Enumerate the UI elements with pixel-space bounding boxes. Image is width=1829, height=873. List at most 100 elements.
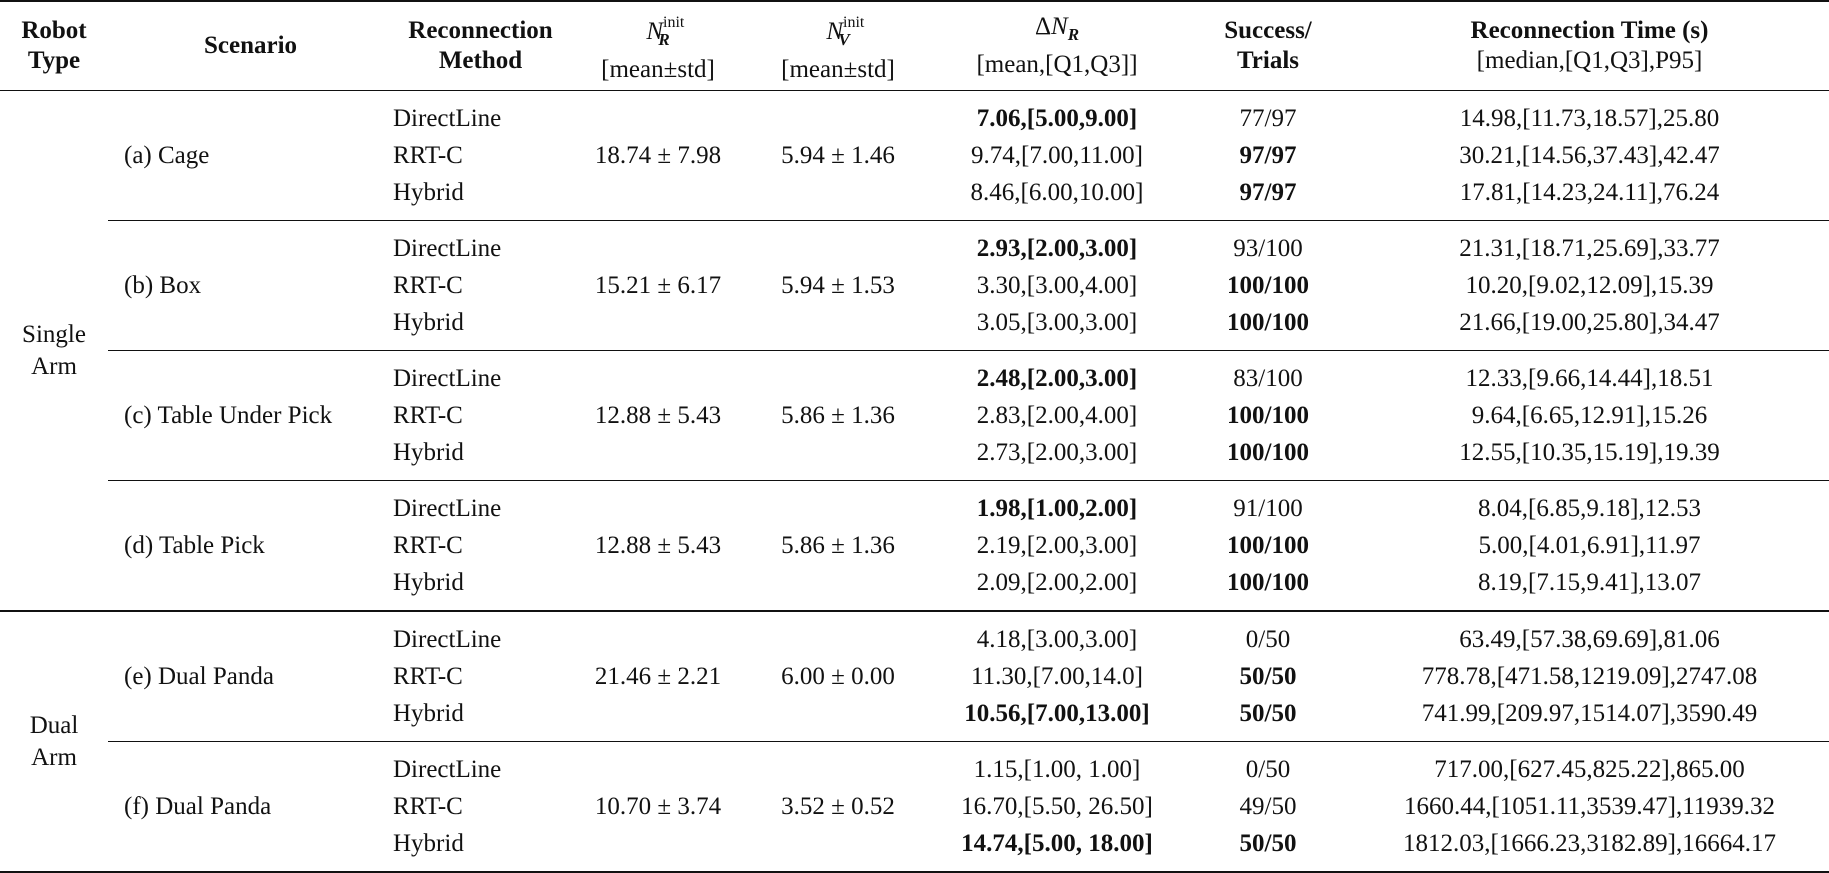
- delta-value: 9.74,[7.00,11.00]: [971, 142, 1143, 169]
- method-label: RRT-C: [393, 793, 463, 820]
- time-cell: 63.49,[57.38,69.69],81.06 778.78,[471.58,…: [1350, 611, 1829, 742]
- table-body: Single Arm (a) Cage DirectLine RRT-C Hybrid 18…: [0, 91, 1829, 872]
- table-row: Single Arm (a) Cage DirectLine RRT-C Hybrid 18…: [0, 91, 1829, 380]
- scenario-name: (b) Box: [108, 220, 393, 351]
- header-nr-init-symbol: NinitR: [568, 8, 748, 55]
- scenario-name: (f) Dual Panda: [108, 741, 393, 872]
- delta-cell: 1.98,[1.00,2.00] 2.19,[2.00,3.00] 2.09,[2.…: [928, 480, 1186, 611]
- method-label: RRT-C: [393, 663, 463, 690]
- time-value: 717.00,[627.45,825.22],865.00: [1434, 756, 1745, 783]
- header-method-line1: Reconnection: [408, 17, 553, 44]
- delta-value: 10.56,[7.00,13.00]: [964, 700, 1150, 727]
- success-value: 0/50: [1245, 626, 1291, 653]
- method-label: DirectLine: [393, 495, 502, 522]
- success-value: 50/50: [1239, 663, 1297, 690]
- header-success: Success/ Trials: [1186, 1, 1350, 91]
- method-label: DirectLine: [393, 365, 502, 392]
- delta-value: 2.73,[2.00,3.00]: [976, 439, 1138, 466]
- header-scenario: Scenario: [108, 1, 393, 91]
- scenario-name: (d) Table Pick: [108, 480, 393, 611]
- delta-value: 2.93,[2.00,3.00]: [976, 235, 1138, 262]
- success-value: 100/100: [1227, 532, 1309, 559]
- success-cell: 91/100 100/100 100/100: [1186, 480, 1350, 611]
- method-label: RRT-C: [393, 402, 463, 429]
- delta-value: 16.70,[5.50, 26.50]: [961, 793, 1153, 820]
- delta-cell: 7.06,[5.00,9.00] 9.74,[7.00,11.00] 8.46,[6…: [928, 91, 1186, 221]
- delta-value: 14.74,[5.00, 18.00]: [961, 830, 1153, 857]
- method-label: DirectLine: [393, 756, 502, 783]
- success-value: 97/97: [1239, 179, 1297, 206]
- table-row: Dual Arm (e) Dual Panda DirectLine RRT-C Hybr…: [0, 610, 1829, 872]
- nr-init-value: 15.21 ± 6.17: [568, 220, 748, 351]
- success-value: 100/100: [1227, 402, 1309, 429]
- success-value: 50/50: [1239, 700, 1297, 727]
- nr-init-value: 12.88 ± 5.43: [568, 480, 748, 611]
- header-nr-init-stat: [mean±std]: [601, 55, 715, 83]
- method-label: DirectLine: [393, 105, 502, 132]
- delta-value: 2.09,[2.00,2.00]: [976, 569, 1138, 596]
- time-value: 741.99,[209.97,1514.07],3590.49: [1421, 700, 1758, 727]
- nv-init-value: 5.86 ± 1.36: [748, 480, 928, 611]
- time-value: 14.98,[11.73,18.57],25.80: [1459, 105, 1720, 132]
- success-value: 93/100: [1233, 235, 1303, 262]
- method-label: RRT-C: [393, 272, 463, 299]
- delta-value: 7.06,[5.00,9.00]: [976, 105, 1138, 132]
- success-cell: 0/50 49/50 50/50: [1186, 741, 1350, 872]
- method-cell: DirectLine RRT-C Hybrid: [393, 91, 568, 221]
- header-delta-nr-stat: [mean,[Q1,Q3]]: [976, 51, 1138, 78]
- time-value: 63.49,[57.38,69.69],81.06: [1459, 626, 1720, 653]
- time-cell: 8.04,[6.85,9.18],12.53 5.00,[4.01,6.91],1…: [1350, 480, 1829, 611]
- robot-type-label: Single: [22, 320, 86, 348]
- nv-init-value: 5.94 ± 1.46: [781, 142, 895, 169]
- delta-cell: 4.18,[3.00,3.00] 11.30,[7.00,14.0] 10.56,[…: [928, 611, 1186, 742]
- header-delta-n: N: [1051, 13, 1068, 40]
- table-header: Robot Type Scenario Reconnection Method …: [0, 1, 1829, 91]
- time-value: 1660.44,[1051.11,3539.47],11939.32: [1403, 793, 1776, 820]
- delta-value: 8.46,[6.00,10.00]: [970, 179, 1144, 206]
- header-nv-init-symbol: NinitV: [748, 8, 928, 55]
- header-time-line2: [median,[Q1,Q3],P95]: [1476, 47, 1703, 74]
- time-cell: 717.00,[627.45,825.22],865.00 1660.44,[10…: [1350, 741, 1829, 872]
- delta-value: 1.98,[1.00,2.00]: [976, 495, 1138, 522]
- delta-value: 3.30,[3.00,4.00]: [976, 272, 1138, 299]
- success-value: 83/100: [1233, 365, 1303, 392]
- delta-value: 1.15,[1.00, 1.00]: [973, 756, 1141, 783]
- method-label: Hybrid: [393, 179, 464, 206]
- method-label: Hybrid: [393, 700, 464, 727]
- header-robot-type-line2: Type: [27, 47, 81, 74]
- table-row: (d) Table Pick DirectLine RRT-C Hybrid 12.88…: [0, 480, 1829, 611]
- success-value: 50/50: [1239, 830, 1297, 857]
- time-value: 778.78,[471.58,1219.09],2747.08: [1421, 663, 1758, 690]
- scenario-name: (a) Cage: [124, 142, 210, 169]
- method-label: RRT-C: [393, 142, 463, 169]
- header-nv-init: NinitV [mean±std]: [748, 1, 928, 91]
- time-cell: 12.33,[9.66,14.44],18.51 9.64,[6.65,12.91…: [1350, 350, 1829, 481]
- header-scenario-label: Scenario: [203, 32, 298, 59]
- time-value: 21.66,[19.00,25.80],34.47: [1459, 309, 1720, 336]
- robot-type-label: Arm: [31, 743, 77, 771]
- time-value: 8.04,[6.85,9.18],12.53: [1478, 495, 1701, 522]
- header-time: Reconnection Time (s) [median,[Q1,Q3],P9…: [1350, 1, 1829, 91]
- robot-type-cell: Single Arm: [0, 91, 108, 612]
- method-cell: DirectLine RRT-C Hybrid: [393, 350, 568, 481]
- header-method: Reconnection Method: [393, 1, 568, 91]
- header-nr-init-sub: R: [658, 29, 670, 49]
- time-value: 12.55,[10.35,15.19],19.39: [1459, 439, 1720, 466]
- success-cell: 83/100 100/100 100/100: [1186, 350, 1350, 481]
- method-label: DirectLine: [393, 626, 502, 653]
- method-label: Hybrid: [393, 569, 464, 596]
- table-row: (f) Dual Panda DirectLine RRT-C Hybrid 10.70…: [0, 741, 1829, 872]
- delta-value: 11.30,[7.00,14.0]: [971, 663, 1143, 690]
- scenario-name: (c) Table Under Pick: [108, 350, 393, 481]
- method-cell: DirectLine RRT-C Hybrid: [393, 220, 568, 351]
- time-cell: 21.31,[18.71,25.69],33.77 10.20,[9.02,12.…: [1350, 220, 1829, 351]
- success-value: 100/100: [1227, 439, 1309, 466]
- robot-type-label: Arm: [31, 352, 77, 380]
- time-value: 5.00,[4.01,6.91],11.97: [1478, 532, 1701, 559]
- nr-init-value: 21.46 ± 2.21: [594, 663, 722, 690]
- method-cell: DirectLine RRT-C Hybrid: [393, 741, 568, 872]
- delta-value: 2.83,[2.00,4.00]: [976, 402, 1138, 429]
- table-row: (c) Table Under Pick DirectLine RRT-C Hybri…: [0, 350, 1829, 481]
- time-value: 10.20,[9.02,12.09],15.39: [1465, 272, 1714, 299]
